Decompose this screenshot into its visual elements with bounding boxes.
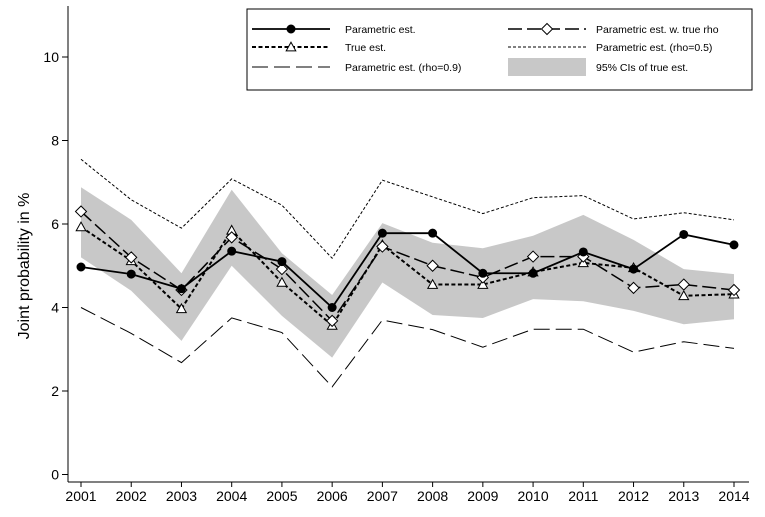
- y-tick-label: 2: [51, 383, 59, 399]
- x-tick-label: 2011: [568, 488, 598, 504]
- legend-label: Parametric est.: [345, 24, 416, 36]
- data-point-s1-13: [727, 283, 741, 297]
- x-tick-label: 2004: [216, 488, 247, 504]
- x-tick-label: 2005: [266, 488, 297, 504]
- data-point-s2-0: [75, 221, 87, 232]
- data-point-s2-4: [276, 276, 288, 287]
- y-axis-title: Joint probability in %: [16, 193, 33, 340]
- data-point-s1-9: [526, 250, 540, 263]
- x-tick-label: 2012: [618, 488, 649, 504]
- data-point-s0-10: [578, 247, 588, 257]
- legend-label: Parametric est. (rho=0.9): [345, 62, 461, 74]
- data-point-s2-2: [175, 302, 188, 314]
- x-tick-label: 2010: [517, 488, 548, 504]
- axes-layer: 0 2 4 6 8 10 2001 2002 2003 2004 2005 2006 2007 2008 2…: [43, 6, 750, 504]
- data-point-s0-11: [629, 264, 639, 274]
- legend-label: Parametric est. w. true rho: [596, 24, 719, 36]
- x-tick-label: 2008: [417, 488, 448, 504]
- data-point-s1-5: [325, 314, 339, 328]
- y-tick-label: 6: [51, 216, 59, 232]
- y-tick-label: 0: [51, 467, 59, 483]
- legend-marker: [285, 41, 297, 52]
- data-point-s0-2: [176, 284, 186, 294]
- series-line-0: [80, 232, 735, 309]
- legend-label: True est.: [345, 42, 386, 54]
- data-point-s0-6: [377, 228, 387, 238]
- x-tick-label: 2003: [166, 488, 197, 504]
- data-point-s0-9: [528, 268, 538, 278]
- legend-box: [246, 8, 753, 91]
- data-point-s1-12: [677, 278, 690, 291]
- ci-band-layer: [81, 187, 734, 358]
- series-line-3: [80, 158, 735, 260]
- data-point-s0-4: [277, 257, 287, 267]
- data-point-s1-7: [426, 259, 439, 272]
- legend-marker: [540, 22, 554, 36]
- data-point-s0-5: [327, 303, 337, 312]
- data-point-s1-3: [225, 231, 238, 244]
- x-tick-label: 2014: [718, 488, 749, 504]
- data-point-s1-1: [125, 251, 138, 264]
- data-point-s2-12: [678, 289, 690, 301]
- data-point-s2-8: [477, 278, 489, 289]
- ci-band: [81, 187, 734, 358]
- x-tick-label: 2006: [317, 488, 348, 504]
- x-tick-label: 2002: [116, 488, 147, 504]
- series-layer: [74, 158, 741, 388]
- data-point-s0-8: [478, 268, 488, 278]
- x-tick-label: 2013: [668, 488, 699, 504]
- data-point-s0-1: [126, 269, 136, 279]
- y-tick-label: 8: [51, 133, 59, 149]
- data-point-s1-4: [275, 262, 289, 276]
- legend-label: Parametric est. (rho=0.5): [596, 42, 712, 54]
- data-point-s0-0: [76, 262, 86, 272]
- y-tick-label: 10: [43, 49, 59, 65]
- data-point-s1-6: [376, 240, 389, 253]
- data-point-s1-0: [74, 205, 88, 218]
- data-point-s0-12: [679, 229, 689, 239]
- series-line-1: [80, 210, 735, 323]
- x-tick-label: 2001: [65, 488, 96, 504]
- legend-marker: [286, 24, 296, 34]
- legend: Parametric est. Parametric est. w. true r…: [246, 8, 753, 91]
- x-tick-label: 2009: [467, 488, 498, 504]
- data-point-s2-7: [426, 278, 439, 289]
- data-point-s0-3: [227, 246, 237, 256]
- data-point-s0-13: [729, 240, 739, 250]
- x-tick-label: 2007: [367, 488, 398, 504]
- legend-label: 95% CIs of true est.: [596, 62, 688, 74]
- series-line-4: [80, 307, 735, 388]
- data-point-s0-7: [428, 228, 438, 238]
- data-point-s1-11: [627, 281, 640, 295]
- legend-swatch-band: [508, 58, 586, 76]
- y-tick-label: 4: [51, 300, 59, 316]
